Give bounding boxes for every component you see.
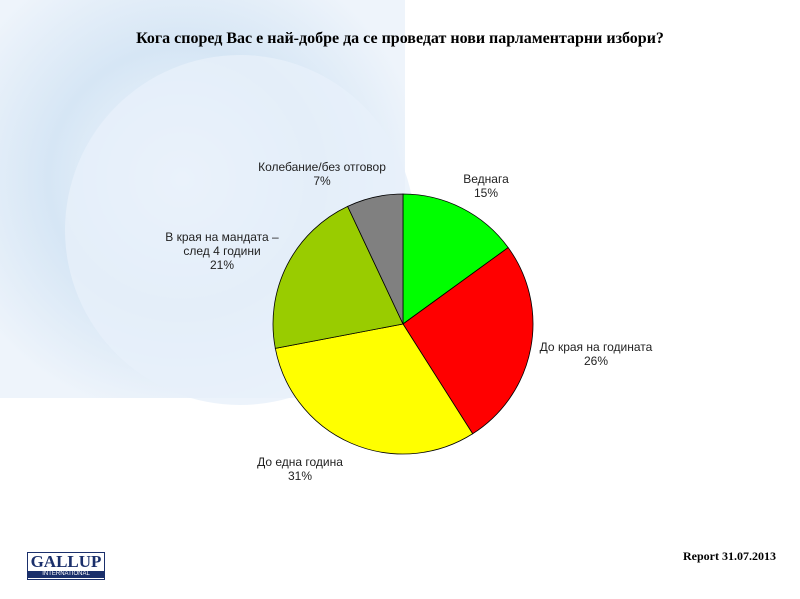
category-label: Колебание/без отговор	[258, 160, 386, 174]
pie-slice	[272, 205, 404, 349]
slice-label: Веднага 15%	[406, 172, 566, 200]
logo: GALLUP INTERNATIONAL	[27, 552, 105, 580]
slice-label: До една година 31%	[220, 455, 380, 483]
slice-label: В края на мандата – след 4 години 21%	[160, 230, 285, 272]
value-label: 7%	[313, 174, 331, 188]
value-label: 31%	[287, 469, 313, 483]
slice-label: До края на годината 26%	[516, 340, 676, 368]
report-date: Report 31.07.2013	[683, 549, 776, 563]
value-label: 26%	[583, 354, 609, 368]
pie-slice	[402, 193, 509, 325]
pie-slice	[347, 193, 404, 325]
pie-slice	[274, 323, 474, 455]
slice-label: Колебание/без отговор 7%	[242, 160, 402, 188]
value-label: 15%	[473, 186, 499, 200]
category-label: До една година	[257, 455, 343, 469]
logo-text: GALLUP	[30, 552, 102, 571]
category-label: До края на годината	[539, 340, 653, 354]
value-label: 21%	[209, 258, 235, 272]
category-label: В края на мандата – след 4 години	[165, 230, 279, 258]
logo-subtext: INTERNATIONAL	[28, 571, 104, 578]
pie-slice	[402, 247, 534, 435]
pie	[272, 193, 534, 455]
category-label: Веднага	[463, 172, 509, 186]
chart-title: Кога според Вас е най-добре да се провед…	[136, 30, 664, 47]
